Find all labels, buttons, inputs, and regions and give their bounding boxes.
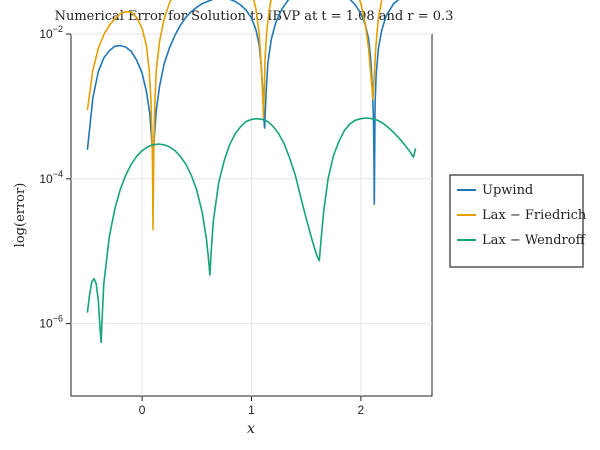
y-axis-label: log(error)	[13, 183, 28, 248]
x-tick-label: 2	[358, 403, 365, 417]
y-tick-label: 10−2	[39, 24, 63, 41]
series-line-lax-friedrich	[86, 0, 383, 231]
x-axis-label: x	[247, 421, 255, 437]
y-tick-label: 10−6	[39, 314, 63, 331]
x-tick-label: 1	[248, 403, 255, 417]
y-tick-label: 10−4	[39, 169, 63, 186]
series-group	[86, 0, 417, 344]
legend-label: Upwind	[482, 183, 533, 198]
legend-items: Upwind Lax − Friedrich Lax − Wendroff	[457, 183, 587, 248]
series-line-lax-wendroff	[86, 117, 417, 344]
chart-title: Numerical Error for Solution to IBVP at …	[55, 9, 454, 24]
x-tick-label: 0	[139, 403, 146, 417]
legend: Upwind Lax − Friedrich Lax − Wendroff	[449, 174, 587, 268]
y-axis-ticks: 10−6 10−4 10−2	[39, 24, 71, 331]
grid	[71, 33, 432, 396]
legend-label: Lax − Wendroff	[482, 233, 587, 248]
plot-area: 0 1 2 10−6 10−4 10−2	[39, 0, 433, 417]
x-axis-ticks: 0 1 2	[139, 396, 365, 417]
legend-label: Lax − Friedrich	[482, 208, 587, 223]
